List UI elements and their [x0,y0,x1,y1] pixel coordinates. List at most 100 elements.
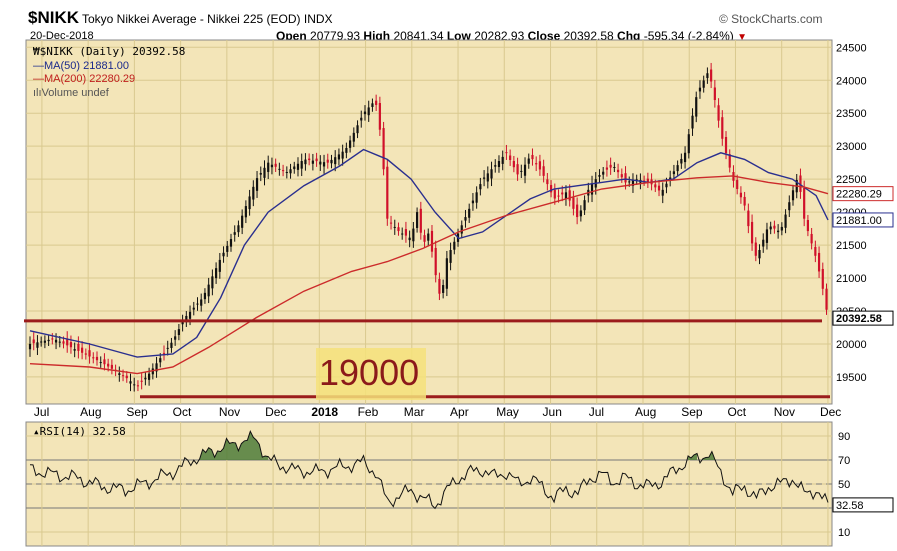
candle-body [285,172,288,174]
candle-body [77,343,80,351]
candle-body [144,377,147,380]
candle-body [669,177,672,180]
brand-label[interactable]: © StockCharts.com [719,12,823,26]
candle-body [527,158,530,164]
candle-body [661,189,664,196]
candle-body [434,247,437,276]
candle-body [542,166,545,176]
candle-body [233,232,236,235]
candle-body [538,161,542,170]
price-tick-label: 21500 [836,240,867,252]
candle-body [73,349,76,351]
x-tick-label: Mar [404,405,425,419]
price-panel-bg [25,39,833,405]
ma50-tag: 21881.00 [836,215,882,227]
candle-body [557,195,560,197]
candle-body [475,192,478,203]
candle-body [162,352,166,354]
candle-body [665,183,668,188]
legend-ma200-label: MA(200) 22280.29 [44,73,136,85]
candle-body [133,384,136,386]
candle-body [568,190,571,201]
legend-volume: ılıVolume undef [33,87,109,99]
candle-body [442,285,445,293]
candle-body [780,226,783,231]
candle-body [531,154,534,160]
candle-body [371,103,374,107]
candle-body [404,229,408,236]
candle-body [125,375,128,379]
candle-body [624,173,627,183]
x-tick-label: Jul [589,405,604,419]
candle-body [363,111,367,115]
y-axis-labels: 1950020000205002100021500220002250023000… [836,42,867,539]
candle-body [252,186,255,200]
candle-body [177,329,180,336]
legend-ma200: —MA(200) 22280.29 [33,73,135,85]
rsi-legend: ▴RSI(14) 32.58 [33,425,126,438]
rsi-tick-label: 50 [838,479,850,491]
candle-body [702,80,705,88]
candle-body [494,165,497,167]
candle-body [300,161,303,169]
candle-body [267,162,270,172]
candle-body [289,169,292,174]
candle-body [479,184,482,190]
candle-body [449,250,452,263]
candle-body [278,168,281,170]
rsi-legend-label: RSI(14) 32.58 [39,425,126,438]
candle-body [337,154,341,160]
candle-body [296,163,300,170]
candle-body [825,288,828,310]
candle-body [185,315,188,323]
candle-body [47,339,50,342]
candle-body [806,219,810,232]
candle-body [244,206,247,218]
candle-body [598,175,601,177]
candle-body [207,284,210,297]
candle-body [635,179,638,181]
candle-body [631,180,635,186]
candles [28,62,828,392]
candle-body [743,196,746,206]
candle-body [646,178,649,183]
candle-body [274,163,277,167]
candle-body [773,225,776,229]
candle-body [739,192,743,198]
candle-body [129,381,132,384]
x-tick-label: Nov [774,405,795,419]
x-tick-label: Nov [219,405,240,419]
candle-body [553,189,556,199]
rsi-tick-label: 90 [838,431,850,443]
candle-body [393,226,396,228]
candle-body [188,311,192,319]
candle-body [706,73,709,79]
candle-body [322,162,326,167]
candle-body [583,200,586,211]
candle-body [341,151,344,159]
candle-body [81,347,84,353]
value-tags: 22280.29 21881.00 20392.58 32.58 [832,186,894,513]
candle-body [657,185,661,191]
price-tick-label: 20000 [836,339,867,351]
moving-averages [29,148,829,375]
candle-body [136,385,140,387]
ma50-swatch-icon: — [33,60,44,72]
ma200-swatch-icon: — [33,73,44,85]
candle-body [226,245,229,252]
candle-body [765,229,769,243]
candle-body [762,239,765,247]
price-tag: 20392.58 [836,313,882,325]
candle-body [817,252,821,272]
candle-body [509,155,512,160]
candle-body [520,170,523,172]
candle-body [84,353,87,355]
candle-body [415,212,419,228]
candle-body [304,159,307,165]
candle-body [107,363,110,367]
ma200-tag: 22280.29 [836,189,882,201]
candle-body [728,154,731,168]
candle-body [311,160,314,164]
annotation-label: 19000 [319,352,420,393]
candle-body [736,179,739,190]
